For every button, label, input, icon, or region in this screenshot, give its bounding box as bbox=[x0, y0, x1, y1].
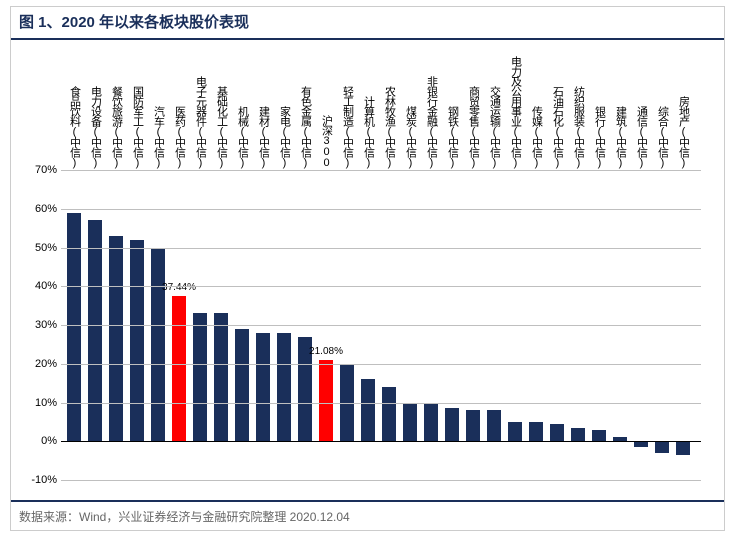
x-tick-label: 国防军工(中信) bbox=[132, 86, 143, 168]
y-tick-label: 50% bbox=[35, 242, 61, 254]
bar bbox=[550, 424, 564, 441]
x-tick-label: 煤炭(中信) bbox=[405, 106, 416, 168]
x-tick-label: 计算机(中信) bbox=[363, 96, 374, 168]
bar bbox=[445, 408, 459, 441]
x-tick-label: 通信(中信) bbox=[636, 106, 647, 168]
x-tick-label: 钢铁(中信) bbox=[447, 106, 458, 168]
x-tick-label: 电力及公用事业(中信) bbox=[510, 56, 521, 168]
y-tick-label: 60% bbox=[35, 203, 61, 215]
x-tick-label: 有色金属(中信) bbox=[300, 86, 311, 168]
x-tick-label: 基础化工(中信) bbox=[216, 86, 227, 168]
bar-value-label: 37.44% bbox=[162, 282, 196, 293]
gridline bbox=[61, 286, 701, 287]
y-tick-label: 70% bbox=[35, 164, 61, 176]
bar bbox=[277, 333, 291, 442]
bar bbox=[592, 430, 606, 442]
gridline bbox=[61, 170, 701, 171]
bar bbox=[151, 248, 165, 442]
bar bbox=[424, 403, 438, 442]
gridline bbox=[61, 248, 701, 249]
x-tick-label: 食品饮料(中信) bbox=[69, 86, 80, 168]
x-tick-label: 非银行金融(中信) bbox=[426, 76, 437, 168]
y-tick-label: -10% bbox=[31, 474, 61, 486]
y-tick-label: 30% bbox=[35, 319, 61, 331]
x-tick-label: 银行(中信) bbox=[594, 106, 605, 168]
x-tick-label: 轻工制造(中信) bbox=[342, 86, 353, 168]
bar bbox=[403, 403, 417, 442]
bar bbox=[529, 422, 543, 441]
bar bbox=[193, 313, 207, 441]
bar bbox=[676, 441, 690, 455]
x-tick-label: 房地产(中信) bbox=[678, 96, 689, 168]
x-tick-label: 电子元器件(中信) bbox=[195, 76, 206, 168]
x-tick-label: 传媒(中信) bbox=[531, 106, 542, 168]
x-tick-label: 建材(中信) bbox=[258, 106, 269, 168]
gridline bbox=[61, 480, 701, 481]
chart-title: 图 1、2020 年以来各板块股价表现 bbox=[19, 14, 249, 31]
bar bbox=[382, 387, 396, 441]
x-tick-label: 餐饮旅游(中信) bbox=[111, 86, 122, 168]
title-bar: 图 1、2020 年以来各板块股价表现 bbox=[11, 7, 724, 40]
x-tick-label: 石油石化(中信) bbox=[552, 86, 563, 168]
y-tick-label: 0% bbox=[41, 435, 61, 447]
gridline bbox=[61, 325, 701, 326]
x-tick-label: 商贸零售(中信) bbox=[468, 86, 479, 168]
x-tick-label: 汽车(中信) bbox=[153, 106, 164, 168]
plot-area: 37.44%21.08% -10%0%10%20%30%40%50%60%70% bbox=[61, 170, 701, 480]
x-tick-label: 沪深300 bbox=[321, 115, 332, 168]
bar bbox=[214, 313, 228, 441]
gridline bbox=[61, 403, 701, 404]
bar bbox=[571, 428, 585, 442]
x-tick-label: 电力设备(中信) bbox=[90, 86, 101, 168]
y-tick-label: 20% bbox=[35, 358, 61, 370]
x-axis-line bbox=[61, 441, 701, 442]
x-tick-label: 综合(中信) bbox=[657, 106, 668, 168]
bar bbox=[508, 422, 522, 441]
x-tick-label: 纺织服装(中信) bbox=[573, 86, 584, 168]
bar bbox=[235, 329, 249, 441]
y-tick-label: 40% bbox=[35, 280, 61, 292]
gridline bbox=[61, 209, 701, 210]
chart-area: 食品饮料(中信) 电力设备(中信) 餐饮旅游(中信) 国防军工(中信) 汽车(中信) 医药… bbox=[11, 40, 724, 500]
x-tick-label: 家电(中信) bbox=[279, 106, 290, 168]
x-axis-labels: 食品饮料(中信) 电力设备(中信) 餐饮旅游(中信) 国防军工(中信) 汽车(中信) 医药… bbox=[61, 40, 701, 170]
x-tick-label: 医药(中信) bbox=[174, 106, 185, 168]
source-bar: 数据来源：Wind，兴业证券经济与金融研究院整理 2020.12.04 bbox=[11, 500, 724, 526]
bar bbox=[487, 410, 501, 441]
x-tick-label: 农林牧渔(中信) bbox=[384, 86, 395, 168]
bar bbox=[655, 441, 669, 453]
source-text: 数据来源：Wind，兴业证券经济与金融研究院整理 2020.12.04 bbox=[19, 510, 350, 524]
bar bbox=[88, 220, 102, 441]
bar bbox=[466, 410, 480, 441]
bar bbox=[256, 333, 270, 442]
x-tick-label: 交通运输(中信) bbox=[489, 86, 500, 168]
gridline bbox=[61, 364, 701, 365]
x-tick-label: 机械(中信) bbox=[237, 106, 248, 168]
y-tick-label: 10% bbox=[35, 397, 61, 409]
x-tick-label: 建筑(中信) bbox=[615, 106, 626, 168]
bar-value-label: 21.08% bbox=[309, 346, 343, 357]
bar bbox=[109, 236, 123, 441]
bar bbox=[361, 379, 375, 441]
figure-container: 图 1、2020 年以来各板块股价表现 食品饮料(中信) 电力设备(中信) 餐饮旅游… bbox=[10, 6, 725, 531]
bar bbox=[172, 296, 186, 441]
bar bbox=[130, 240, 144, 442]
bar bbox=[319, 360, 333, 442]
